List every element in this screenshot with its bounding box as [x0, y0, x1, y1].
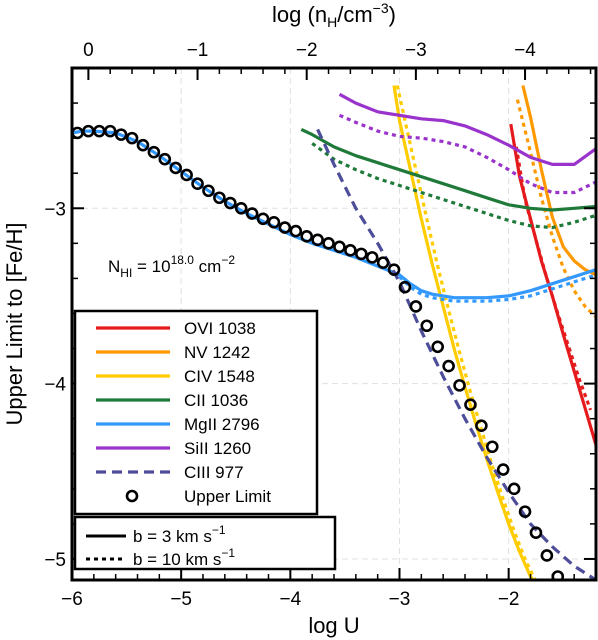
upper-limit-point	[475, 419, 488, 432]
upper-limit-point	[103, 124, 117, 138]
legend-label: CII 1036	[184, 391, 248, 410]
series-line	[72, 129, 596, 300]
upper-limit-point	[289, 224, 303, 238]
upper-limit-point	[311, 233, 324, 247]
upper-limit-point	[540, 549, 554, 562]
upper-limit-point	[420, 319, 434, 333]
upper-limit-point	[518, 505, 532, 518]
upper-limit-point	[158, 152, 172, 166]
upper-limit-point	[256, 212, 270, 226]
upper-limit-point	[365, 251, 379, 264]
series-line	[311, 142, 596, 230]
x-tick-label: −3	[389, 589, 411, 610]
series-line	[392, 85, 535, 580]
x2-tick-label: −3	[405, 40, 427, 61]
x2-tick-label: −4	[514, 40, 536, 61]
upper-limit-point	[333, 240, 346, 254]
legend-label: CIII 977	[184, 463, 244, 482]
legend-label: CIV 1548	[184, 367, 255, 386]
upper-limit-point	[278, 221, 292, 234]
upper-limit-point	[496, 463, 510, 476]
legend-b-label: b = 3 km s−1	[133, 523, 226, 546]
upper-limit-point	[485, 440, 499, 454]
y-tick-label: −5	[44, 550, 66, 571]
y-tick-label: −4	[44, 375, 66, 396]
legend-ions-box	[73, 309, 319, 516]
upper-limit-point	[202, 184, 215, 198]
upper-limit-point	[180, 168, 193, 182]
upper-limit-point	[234, 201, 248, 215]
upper-limit-point	[223, 196, 237, 210]
upper-limit-point	[398, 280, 412, 294]
upper-limit-point	[322, 237, 335, 250]
x-tick-label: −4	[279, 589, 301, 610]
x-ticks: −6 −5 −4 −3 −2	[61, 568, 575, 610]
legend-label: SiII 1260	[184, 439, 251, 458]
series-group	[72, 85, 596, 580]
upper-limit-point	[507, 482, 521, 496]
upper-limit-point	[114, 128, 128, 141]
upper-limit-point	[125, 131, 139, 145]
series-line	[338, 92, 596, 166]
upper-limit-point	[344, 244, 357, 257]
legend-label: Upper Limit	[184, 487, 271, 506]
y-tick-label: −3	[44, 199, 66, 220]
x2-tick-label: −2	[296, 40, 318, 61]
y-axis-title: Upper Limit to [Fe/H]	[2, 223, 27, 426]
x-tick-label: −6	[61, 589, 83, 610]
x2-tick-label: 0	[83, 40, 94, 61]
upper-limit-point	[442, 359, 455, 373]
upper-limit-point	[191, 177, 204, 191]
series-line	[398, 273, 596, 303]
legend-b-label: b = 10 km s−1	[133, 546, 235, 569]
series-line	[521, 85, 596, 277]
upper-limit-point	[431, 340, 445, 354]
legend-label: OVI 1038	[184, 319, 256, 338]
upper-limit-point	[245, 207, 259, 220]
x-tick-label: −2	[498, 589, 520, 610]
legend-label: NV 1242	[184, 343, 250, 362]
legend-marker	[125, 489, 139, 503]
upper-limit-point	[376, 256, 390, 269]
x2-axis-title: log (nH/cm−3)	[272, 0, 396, 30]
x-axis-title: log U	[308, 613, 359, 638]
x2-tick-label: −1	[187, 40, 209, 61]
upper-limit-point	[409, 300, 423, 313]
series-line	[300, 127, 596, 212]
upper-limit-point	[529, 526, 543, 539]
series-line	[514, 146, 593, 411]
legend-b: b = 3 km s−1 b = 10 km s−1	[73, 515, 337, 571]
column-density-annotation: NHI = 1018.0 cm−2	[108, 253, 235, 280]
upper-limit-point	[136, 138, 150, 152]
upper-limit-point	[464, 398, 477, 411]
upper-limit-point	[300, 230, 314, 243]
x-tick-label: −5	[170, 589, 192, 610]
upper-limit-point	[387, 263, 401, 276]
series-line	[338, 113, 596, 195]
legend-ions: OVI 1038 NV 1242 CIV 1548 CII 1036 MgII 2796…	[73, 309, 319, 516]
upper-limit-point	[169, 161, 183, 175]
x2-ticks: 0−1−2−3−4−5	[83, 40, 592, 80]
upper-limit-point	[267, 216, 281, 229]
upper-limit-point	[453, 379, 466, 392]
upper-limit-point	[147, 145, 161, 159]
upper-limit-point	[354, 247, 368, 261]
upper-limit-point	[213, 191, 226, 205]
legend-label: MgII 2796	[184, 415, 260, 434]
